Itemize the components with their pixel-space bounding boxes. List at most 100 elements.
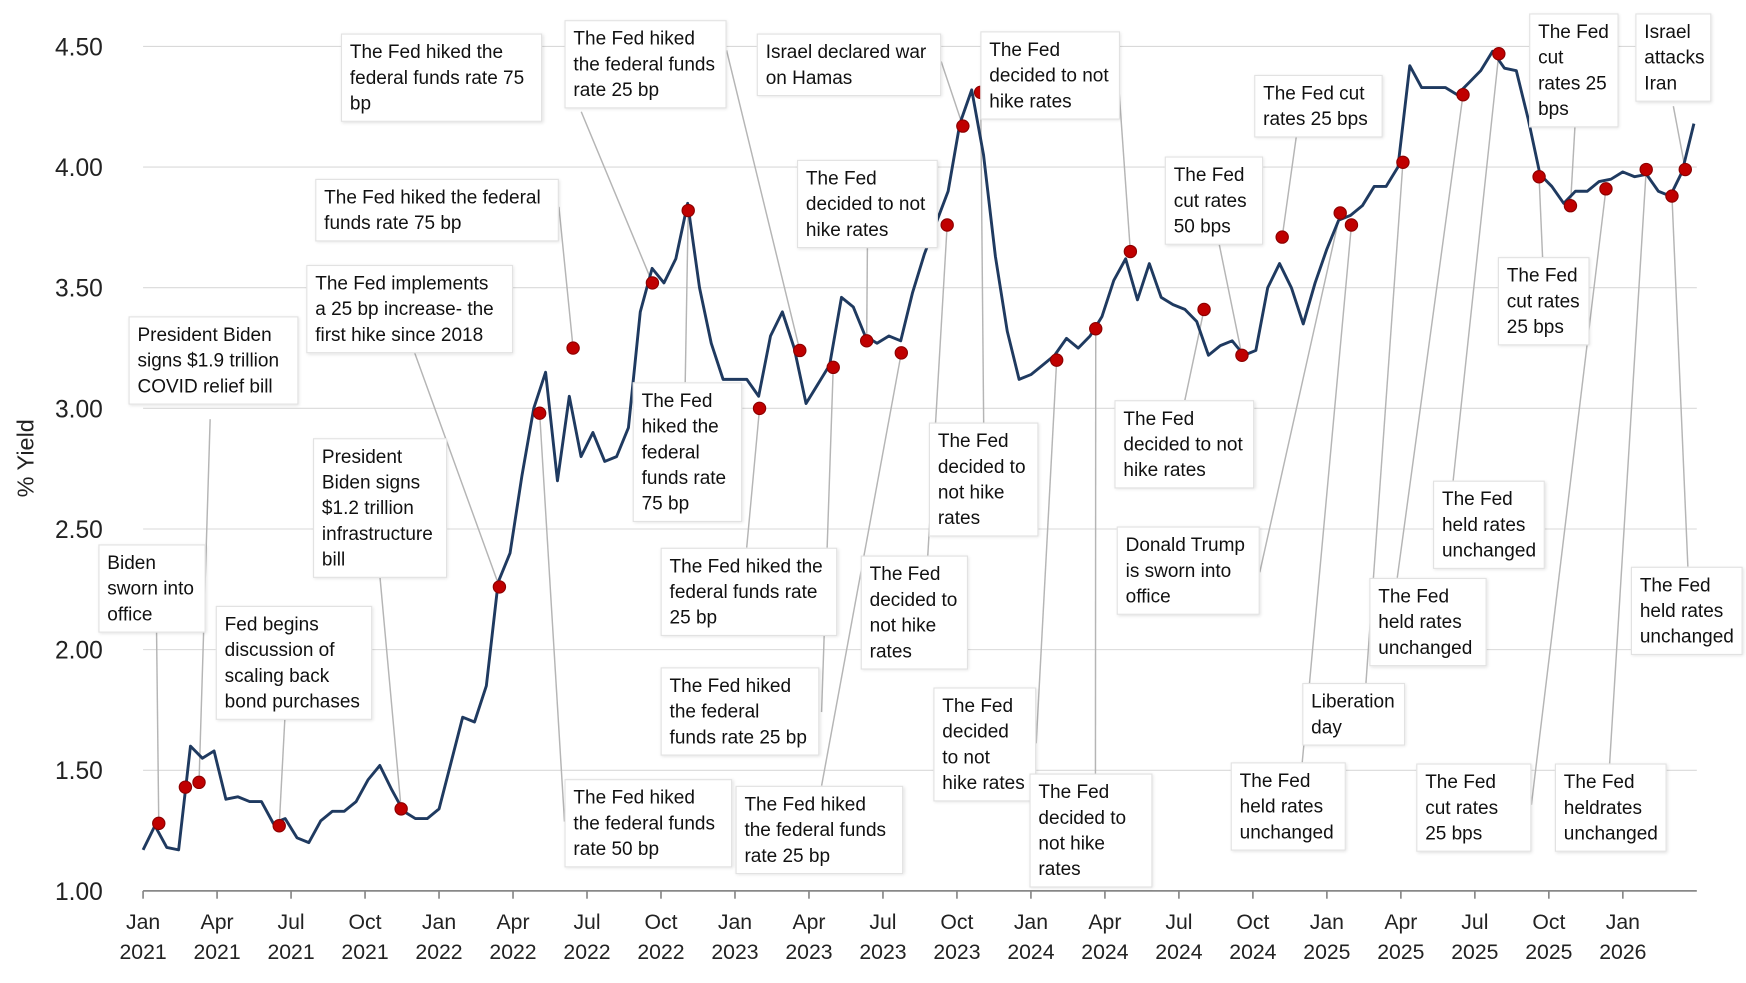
annotation: The Fed hiked the federal funds rate 75 … (340, 33, 543, 122)
annotation: Biden sworn into office (98, 544, 206, 633)
event-marker (566, 341, 580, 355)
event-marker (1599, 182, 1613, 196)
annotation: The Fed held rates unchanged (1230, 762, 1346, 851)
annotation: The Fed decided to not hike rates (1114, 400, 1255, 489)
annotation: The Fed held rates unchanged (1369, 577, 1487, 667)
x-tick-label: Jul 2025 (1451, 911, 1498, 964)
leader-line (1184, 309, 1205, 401)
annotation: The Fed cut rates 25 bps (1529, 13, 1619, 128)
event-marker (394, 802, 408, 816)
leader-line (865, 245, 869, 341)
annotation: The Fed cut rates 25 bps (1416, 763, 1532, 852)
event-marker (894, 346, 909, 360)
annotation: The Fed heldrates unchanged (1554, 763, 1667, 852)
leader-line (745, 408, 761, 548)
event-marker (1492, 47, 1506, 61)
event-marker (645, 276, 660, 290)
x-tick-label: Oct 2025 (1525, 911, 1572, 964)
leader-line (1035, 360, 1058, 744)
leader-line (558, 206, 574, 349)
event-marker (956, 119, 970, 133)
y-tick-label: 3.00 (55, 396, 103, 423)
x-tick-label: Oct 2023 (933, 911, 980, 964)
annotation: The Fed hiked the federal funds rate 25 … (660, 667, 820, 756)
annotation: The Fed decided to not hike rates (980, 31, 1121, 120)
event-marker (1532, 170, 1546, 184)
event-marker (1396, 155, 1410, 169)
x-tick-label: Jan 2026 (1599, 911, 1646, 964)
y-tick-label: 4.50 (55, 34, 103, 61)
y-tick-label: 4.00 (55, 155, 103, 182)
annotation: The Fed hiked the federal funds rate 25 … (564, 20, 727, 109)
annotation: President Biden signs $1.9 trillion COVI… (128, 316, 299, 405)
event-marker (152, 816, 166, 831)
annotation: Liberation day (1302, 682, 1406, 746)
y-tick-label: 3.50 (55, 276, 103, 303)
leader-line (1281, 134, 1298, 238)
event-marker (532, 406, 547, 420)
annotation: The Fed decided to not hike rates (796, 159, 938, 249)
event-marker (1333, 206, 1347, 220)
annotation: The Fed hiked the federal funds rate 25 … (735, 785, 904, 875)
leader-line (412, 349, 501, 588)
leader-line (940, 61, 964, 127)
y-tick-label: 2.50 (55, 517, 103, 544)
event-marker (1678, 162, 1692, 177)
annotation: The Fed implements a 25 bp increase- the… (306, 264, 514, 354)
event-marker (1665, 189, 1679, 203)
event-marker (940, 218, 954, 232)
annotation: Israel declared war on Hamas (756, 33, 942, 97)
event-marker (681, 203, 695, 218)
y-axis-label: % Yield (13, 419, 39, 497)
event-marker (1563, 199, 1578, 213)
x-tick-label: Jan 2025 (1303, 911, 1350, 964)
x-tick-label: Jul 2022 (563, 911, 610, 964)
event-marker (1089, 322, 1103, 336)
y-tick-label: 1.00 (55, 879, 103, 906)
event-marker (1344, 218, 1359, 232)
leader-line (1672, 106, 1686, 170)
leader-line (580, 111, 654, 284)
event-marker (1123, 244, 1138, 259)
leader-line (379, 577, 402, 809)
annotation: The Fed cut rates 25 bps (1497, 257, 1590, 346)
annotation: The Fed held rates unchanged (1433, 480, 1545, 569)
event-marker (752, 401, 767, 416)
event-marker (826, 360, 840, 375)
annotation: President Biden signs $1.2 trillion infr… (312, 438, 448, 578)
annotation: The Fed hiked the federal funds rate 50 … (564, 779, 733, 868)
x-tick-label: Jul 2023 (859, 911, 906, 964)
leader-line (1301, 224, 1353, 763)
event-marker (1049, 353, 1064, 367)
leader-line (1452, 53, 1500, 481)
x-tick-label: Apr 2023 (785, 911, 832, 964)
x-tick-label: Jan 2022 (415, 911, 462, 964)
leader-line (1396, 94, 1464, 579)
leader-line (1259, 212, 1341, 573)
annotation: The Fed decided to not hike rates (1029, 773, 1153, 888)
y-tick-label: 2.00 (55, 638, 103, 665)
x-tick-label: Jul 2024 (1155, 911, 1202, 964)
leader-line (684, 210, 689, 383)
leader-line (538, 413, 566, 822)
x-tick-label: Apr 2024 (1081, 911, 1128, 964)
leader-line (1530, 188, 1607, 805)
x-tick-label: Jan 2024 (1007, 911, 1054, 964)
annotation: Israel attacks Iran (1635, 13, 1712, 102)
event-marker (192, 775, 206, 790)
annotation: The Fed hiked the federal funds rate 75 … (315, 178, 559, 242)
leader-line (1217, 240, 1243, 356)
annotation: The Fed held rates unchanged (1630, 566, 1743, 656)
event-marker (1275, 230, 1289, 244)
x-tick-label: Oct 2021 (341, 911, 388, 964)
annotation: Donald Trump is sworn into office (1116, 526, 1260, 615)
x-tick-label: Jan 2023 (711, 911, 758, 964)
event-marker (492, 580, 507, 594)
event-marker (1456, 88, 1470, 102)
annotation: The Fed decided to not hike rates (928, 422, 1039, 537)
x-tick-label: Apr 2021 (193, 911, 240, 964)
x-tick-label: Jul 2021 (267, 911, 314, 964)
x-tick-label: Jan 2021 (119, 911, 166, 964)
